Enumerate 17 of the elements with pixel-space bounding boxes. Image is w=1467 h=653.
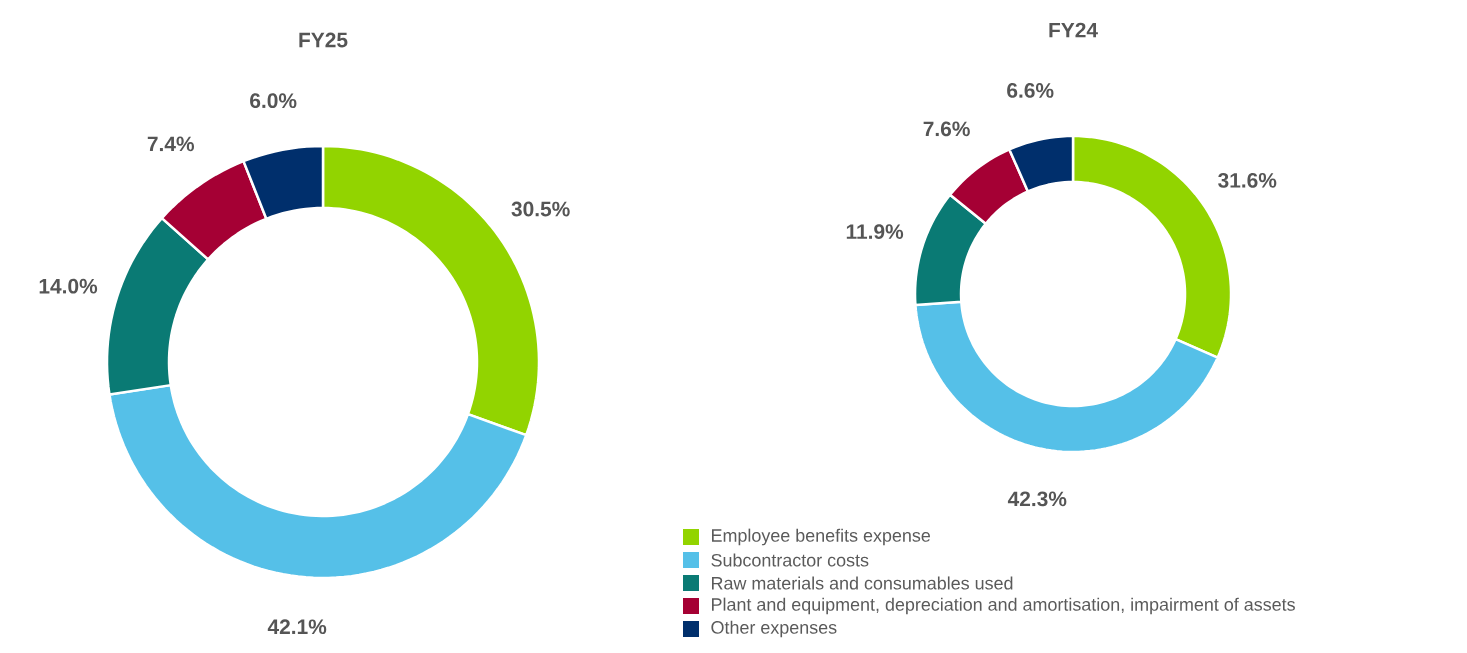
data-label: 6.6% [1007,83,1054,98]
chart-title: FY25 [299,32,348,48]
data-label: 7.6% [923,121,970,137]
data-label: 14.0% [39,278,98,294]
legend-label: Subcontractor costs [711,553,869,567]
data-label: 6.0% [250,93,297,109]
data-label: 11.9% [846,224,904,239]
data-label: 31.6% [1218,172,1277,188]
legend-label: Other expenses [711,620,837,638]
data-label: 7.4% [147,136,195,152]
data-label: 30.5% [511,201,570,217]
legend-label: Raw materials and consumables used [712,576,1013,590]
chart-title: FY24 [1049,22,1098,38]
data-label: 42.1% [267,619,327,635]
data-label: 42.3% [1007,491,1067,507]
legend-label: Employee benefits expense [712,528,931,546]
legend-label: Plant and equipment, depreciation and amortisation, impairment of assets [712,597,1295,615]
